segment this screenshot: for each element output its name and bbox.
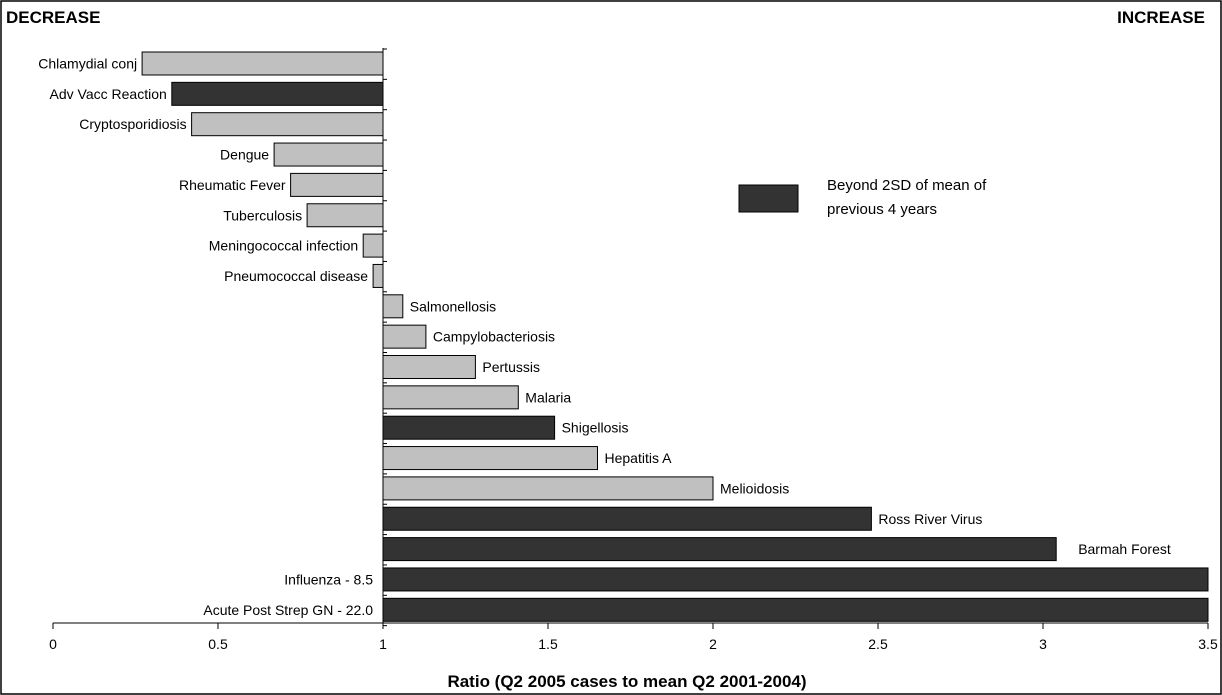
bar-label-barmah-forest: Barmah Forest (1078, 541, 1171, 557)
bar-pneumococcal-disease (372, 263, 384, 288)
x-tick-label: 1.5 (538, 636, 558, 652)
bar-label-ross-river-virus: Ross River Virus (878, 511, 982, 527)
bar-label-tuberculosis: Tuberculosis (223, 207, 302, 223)
bar-label-salmonellosis: Salmonellosis (410, 298, 496, 314)
legend: Beyond 2SD of mean of previous 4 years (738, 177, 987, 218)
bar-chlamydial-conj (141, 51, 384, 76)
x-tick-label: 0 (49, 636, 57, 652)
bar-influenza-8-5 (382, 567, 1209, 592)
bar-label-dengue: Dengue (220, 147, 269, 163)
bar-label-adv-vacc-reaction: Adv Vacc Reaction (50, 86, 167, 102)
x-tick-label: 1 (379, 636, 387, 652)
bar-label-hepatitis-a: Hepatitis A (605, 450, 673, 466)
bar-label-melioidosis: Melioidosis (720, 480, 789, 496)
bar-pertussis (382, 355, 476, 379)
bar-label-pneumococcal-disease: Pneumococcal disease (224, 268, 368, 284)
bar-meningococcal-infection (362, 233, 384, 258)
bar-label-rheumatic-fever: Rheumatic Fever (179, 177, 286, 193)
x-tick-label: 2.5 (868, 636, 888, 652)
x-axis-title: Ratio (Q2 2005 cases to mean Q2 2001-200… (447, 672, 806, 691)
bar-label-pertussis: Pertussis (482, 359, 540, 375)
bar-label-acute-post-strep-gn-22-0: Acute Post Strep GN - 22.0 (203, 602, 373, 618)
bar-label-malaria: Malaria (525, 389, 571, 405)
bar-shigellosis (382, 415, 556, 440)
bar-cryptosporidiosis (191, 112, 384, 137)
bar-melioidosis (382, 476, 714, 501)
decrease-label: DECREASE (6, 8, 100, 27)
x-tick-label: 3.5 (1198, 636, 1218, 652)
bar-salmonellosis (382, 294, 404, 319)
bar-barmah-forest (382, 537, 1057, 562)
x-axis-ticks: 0 0.5 1 1.5 2 2.5 3 3.5 (49, 623, 1218, 652)
bar-rheumatic-fever (290, 172, 384, 197)
bar-label-cryptosporidiosis: Cryptosporidiosis (79, 116, 186, 132)
bar-label-chlamydial-conj: Chlamydial conj (38, 56, 137, 72)
bar-label-campylobacteriosis: Campylobacteriosis (433, 329, 555, 345)
bar-acute-post-strep-gn-22-0 (382, 597, 1209, 622)
bar-campylobacteriosis (382, 324, 427, 349)
bar-ross-river-virus (382, 506, 872, 531)
legend-swatch-beyond-2sd (738, 184, 799, 213)
baseline-ticks (383, 48, 387, 627)
bar-label-influenza-8-5: Influenza - 8.5 (284, 571, 373, 587)
bar-hepatitis-a (382, 446, 598, 471)
increase-label: INCREASE (1117, 8, 1205, 27)
legend-label-line1: Beyond 2SD of mean of (827, 177, 987, 194)
bar-label-meningococcal-infection: Meningococcal infection (209, 238, 358, 254)
bar-malaria (382, 385, 519, 410)
legend-label-line2: previous 4 years (827, 201, 937, 218)
bar-label-group: Chlamydial conj Adv Vacc Reaction Cryptosp… (38, 56, 1171, 618)
bar-dengue (273, 142, 384, 167)
bar-tuberculosis (306, 203, 384, 228)
bar-label-shigellosis: Shigellosis (562, 420, 629, 436)
bar-group (141, 51, 1209, 622)
x-tick-label: 3 (1039, 636, 1047, 652)
x-tick-label: 0.5 (208, 636, 228, 652)
bar-adv-vacc-reaction (171, 81, 384, 106)
x-tick-label: 2 (709, 636, 717, 652)
